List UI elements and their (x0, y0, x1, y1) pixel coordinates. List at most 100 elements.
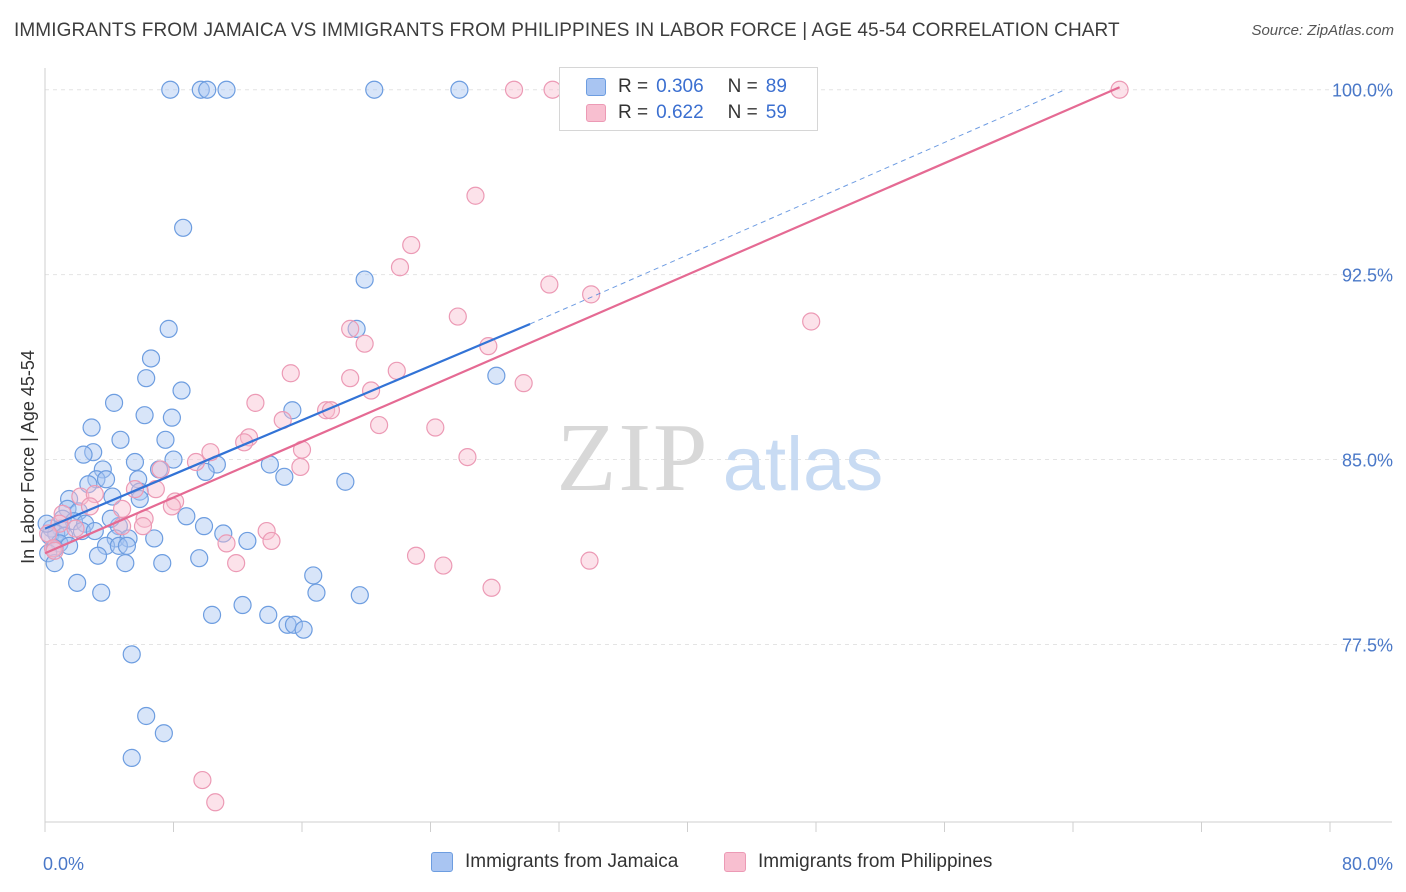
data-point-philippines (112, 499, 132, 518)
data-point-philippines (66, 519, 85, 538)
data-point-philippines (193, 770, 212, 790)
data-point-jamaica (45, 554, 64, 573)
data-point-jamaica (487, 366, 506, 385)
data-point-jamaica (137, 369, 156, 388)
legend-item-jamaica: Immigrants from Jamaica (431, 851, 678, 873)
y-tick-label: 85.0% (1342, 451, 1393, 471)
series-jamaica-points (37, 80, 506, 767)
data-point-philippines (434, 556, 453, 575)
trend-line-jamaica-extension (529, 89, 1066, 325)
legend-r-value: 0.306 (656, 76, 704, 97)
data-point-jamaica (93, 460, 112, 479)
data-point-jamaica (214, 524, 233, 543)
data-point-philippines (390, 258, 410, 277)
data-point-jamaica (202, 605, 222, 624)
data-point-jamaica (196, 462, 215, 481)
watermark-atlas: atlas (723, 422, 884, 507)
data-point-jamaica (104, 393, 124, 412)
data-point-jamaica (350, 586, 369, 605)
data-point-jamaica (137, 706, 156, 726)
data-point-jamaica (130, 489, 149, 509)
data-point-jamaica (275, 467, 294, 486)
legend-r-label: R = (618, 102, 649, 123)
data-point-philippines (406, 546, 426, 565)
data-point-jamaica (194, 517, 214, 536)
x-tick-labels: 0.0% 80.0% (43, 854, 1393, 874)
data-point-jamaica (111, 430, 130, 449)
y-axis-label: In Labor Force | Age 45-54 (18, 350, 38, 564)
data-point-jamaica (174, 218, 193, 237)
data-point-jamaica (365, 80, 384, 99)
data-point-philippines (246, 393, 265, 412)
data-point-jamaica (304, 566, 323, 585)
data-point-philippines (540, 275, 559, 294)
data-point-jamaica (164, 450, 183, 469)
data-point-philippines (291, 457, 310, 477)
data-point-jamaica (135, 406, 154, 425)
legend-r-label: R = (618, 76, 649, 97)
data-point-jamaica (283, 401, 302, 420)
data-point-jamaica (336, 472, 355, 491)
legend-r-value: 0.622 (656, 102, 704, 123)
y-tick-label: 77.5% (1342, 635, 1393, 655)
data-point-philippines (802, 312, 821, 331)
watermark-zip: ZIP (557, 404, 710, 512)
trend-line-philippines (44, 86, 1121, 555)
x-tick-label: 0.0% (43, 854, 84, 874)
data-point-jamaica (156, 430, 175, 449)
data-point-jamaica (159, 319, 178, 338)
data-point-jamaica (294, 620, 313, 639)
data-point-philippines (448, 307, 467, 326)
data-point-philippines (257, 521, 276, 541)
trend-line-jamaica (44, 322, 531, 530)
data-point-philippines (133, 517, 153, 536)
correlation-legend: R = 0.306 N = 89 R = 0.622 N = 59 (559, 67, 818, 131)
data-point-philippines (262, 531, 281, 551)
data-point-philippines (504, 80, 524, 99)
data-point-philippines (355, 334, 374, 353)
data-point-jamaica (153, 554, 172, 573)
data-point-philippines (71, 487, 90, 506)
axes (44, 68, 1392, 832)
data-point-jamaica (172, 381, 191, 400)
data-point-jamaica (122, 748, 141, 767)
data-point-philippines (514, 374, 533, 393)
data-point-jamaica (162, 408, 181, 427)
data-point-jamaica (161, 80, 180, 99)
legend-n-value: 89 (765, 76, 787, 97)
data-point-philippines (370, 415, 389, 435)
legend-label-philippines: Immigrants from Philippines (758, 851, 993, 872)
legend-n-label: N = (727, 76, 758, 97)
data-point-jamaica (284, 615, 304, 634)
data-point-philippines (341, 369, 360, 388)
data-point-philippines (458, 447, 477, 467)
legend-item-philippines: Immigrants from Philippines (724, 851, 992, 873)
legend-label-jamaica: Immigrants from Jamaica (465, 851, 679, 872)
data-point-jamaica (177, 507, 196, 526)
series-philippines-points (39, 80, 1129, 812)
data-point-jamaica (154, 724, 173, 743)
legend-n-value: 59 (765, 102, 787, 123)
jamaica-swatch (586, 78, 606, 96)
y-tick-label: 92.5% (1342, 266, 1393, 286)
data-point-philippines (582, 285, 601, 304)
chart-title: IMMIGRANTS FROM JAMAICA VS IMMIGRANTS FR… (14, 20, 1120, 41)
data-point-philippines (466, 186, 485, 205)
data-point-jamaica (450, 80, 469, 99)
y-tick-labels: 77.5% 85.0% 92.5% 100.0% (1332, 81, 1393, 656)
data-point-philippines (402, 235, 421, 255)
data-point-philippines (580, 551, 599, 570)
data-point-philippines (217, 534, 236, 553)
data-point-jamaica (145, 529, 164, 548)
data-point-philippines (227, 554, 246, 573)
jamaica-legend-swatch (431, 852, 453, 872)
y-tick-label: 100.0% (1332, 81, 1393, 101)
data-point-jamaica (122, 645, 141, 664)
data-point-philippines (426, 418, 445, 437)
data-point-jamaica (307, 583, 326, 602)
data-point-jamaica (355, 270, 374, 289)
data-point-jamaica (74, 445, 93, 464)
data-point-jamaica (191, 80, 210, 99)
data-point-jamaica (141, 349, 161, 368)
data-point-jamaica (347, 319, 366, 338)
